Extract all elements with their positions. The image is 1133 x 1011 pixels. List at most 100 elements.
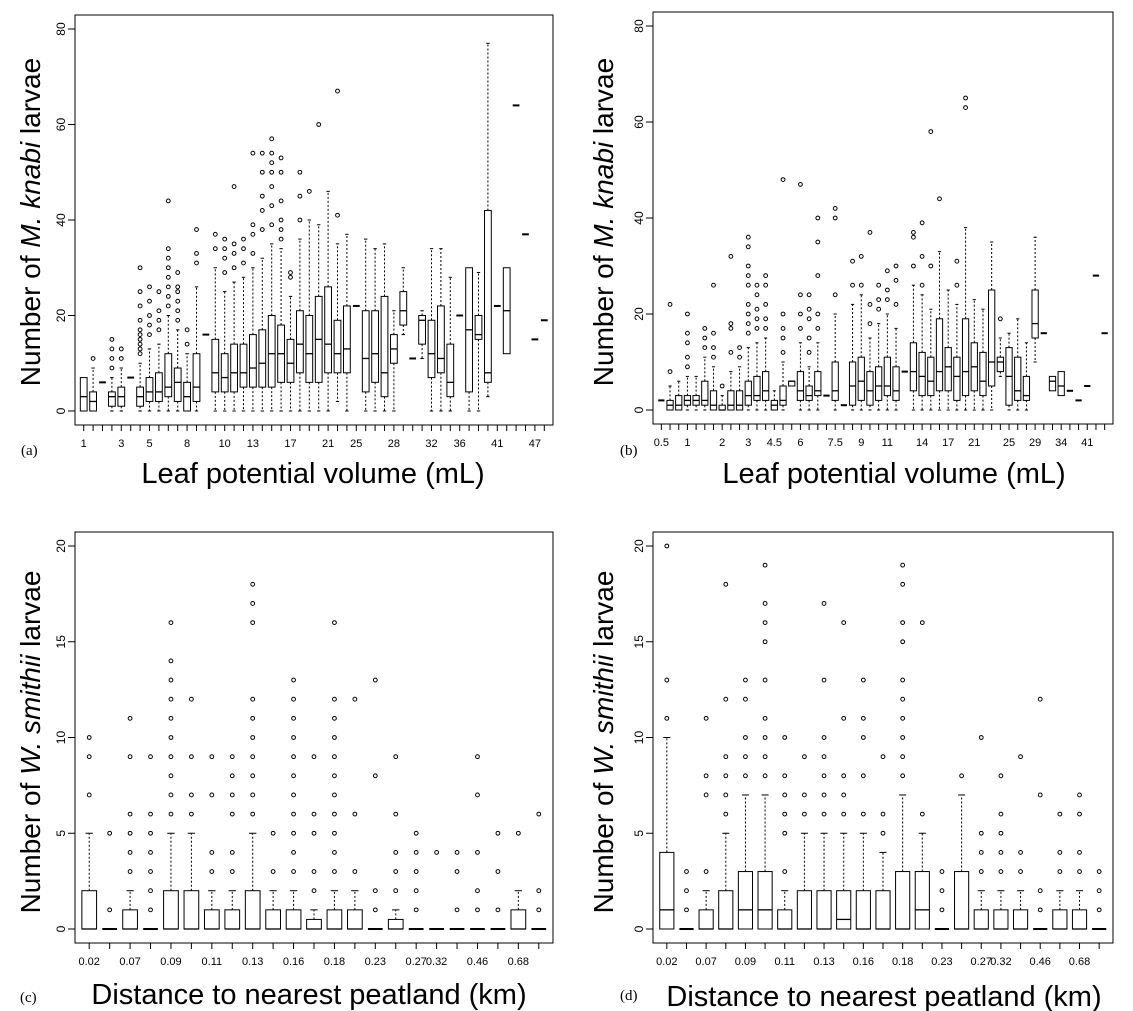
box [108, 336, 116, 412]
box [258, 150, 267, 412]
outlier-point [413, 869, 419, 874]
box [954, 773, 970, 930]
outlier-point [876, 282, 882, 288]
outlier-point [876, 297, 882, 303]
box-body [1022, 375, 1031, 401]
outlier-point [147, 332, 152, 338]
x-tick-label: 3 [118, 438, 124, 450]
outlier-point [711, 354, 716, 360]
outlier-point [413, 888, 419, 894]
box [143, 754, 158, 930]
outlier-point [763, 273, 769, 279]
box [510, 830, 527, 930]
plot-frame [652, 11, 1114, 425]
outlier-point [259, 193, 265, 199]
outlier-point [184, 341, 190, 347]
outlier-point [148, 869, 153, 874]
outlier-point [335, 212, 340, 218]
outlier-point [801, 811, 807, 817]
panel-c: Number of W. smithii larvae 0 5 10 15 20 0.02… [15, 531, 554, 1011]
box-body [484, 209, 492, 383]
outlier-point [850, 282, 855, 288]
outlier-point [86, 792, 92, 798]
outlier-point [229, 850, 235, 855]
outlier-point [316, 122, 322, 127]
outlier-point [815, 311, 821, 317]
outlier-point [745, 321, 751, 327]
box-body [744, 380, 752, 406]
outlier-point [745, 273, 751, 279]
outlier-point [165, 284, 171, 290]
outlier-point [332, 735, 337, 740]
box [735, 345, 744, 411]
outlier-point [743, 773, 748, 779]
box [679, 869, 694, 930]
x-tick-label: 0.23 [931, 956, 952, 968]
box [163, 620, 179, 930]
outlier-point [737, 354, 742, 360]
outlier-point [1018, 754, 1023, 760]
outlier-point [269, 203, 275, 209]
outlier-point [168, 696, 174, 702]
panel-b-plot: 0 20 40 60 80 0.5 1 2 3 4.5 6 7.5 9 11 14 17 21 25 29 34 41 [632, 11, 1114, 449]
box [777, 735, 793, 930]
box-body [203, 909, 220, 930]
panel-a-xlabel: Leaf potential volume (mL) [141, 458, 484, 490]
box-body [895, 871, 911, 930]
outlier-point [850, 258, 855, 264]
box [277, 155, 285, 412]
box [779, 177, 787, 411]
outlier-point [259, 150, 265, 156]
outlier-point [259, 208, 265, 213]
outlier-point [168, 811, 174, 817]
box [470, 754, 485, 930]
outlier-point [454, 907, 460, 913]
outlier-point [332, 696, 337, 702]
outlier-point [900, 581, 906, 587]
outlier-point [413, 830, 419, 836]
outlier-point [278, 227, 284, 232]
outlier-point [413, 907, 419, 913]
outlier-point [241, 260, 246, 266]
outlier-point [884, 268, 890, 274]
outlier-point [821, 735, 827, 740]
outlier-point [137, 336, 143, 342]
box [305, 188, 314, 412]
outlier-point [291, 811, 296, 817]
outlier-point [1037, 696, 1043, 702]
outlier-point [393, 888, 399, 894]
outlier-point [184, 327, 190, 333]
box-body [805, 385, 813, 401]
box-body [935, 318, 944, 392]
outlier-point [148, 888, 153, 894]
box [996, 316, 1004, 377]
x-tick-label: 29 [1029, 437, 1041, 449]
box-body [258, 329, 267, 388]
box [1022, 342, 1031, 411]
outlier-point [393, 811, 399, 817]
outlier-point [475, 850, 480, 855]
x-tick-label: 0.23 [365, 956, 386, 968]
outlier-point [291, 754, 296, 760]
outlier-point [156, 317, 162, 323]
outlier-point [332, 773, 337, 779]
box [698, 715, 714, 930]
outlier-point [229, 773, 235, 779]
outlier-point [278, 169, 284, 175]
outlier-point [137, 303, 143, 309]
outlier-point [801, 754, 807, 760]
outlier-point [806, 306, 812, 312]
x-tick-label: 0.13 [813, 956, 834, 968]
outlier-point [1057, 811, 1063, 817]
outlier-point [168, 677, 174, 683]
box [314, 122, 323, 412]
outlier-point [723, 696, 729, 702]
outlier-point [821, 811, 827, 817]
outlier-point [311, 811, 317, 817]
outlier-point [536, 888, 542, 894]
box-body [953, 356, 961, 401]
outlier-point [685, 340, 690, 346]
outlier-point [711, 345, 716, 351]
box [1057, 371, 1065, 397]
